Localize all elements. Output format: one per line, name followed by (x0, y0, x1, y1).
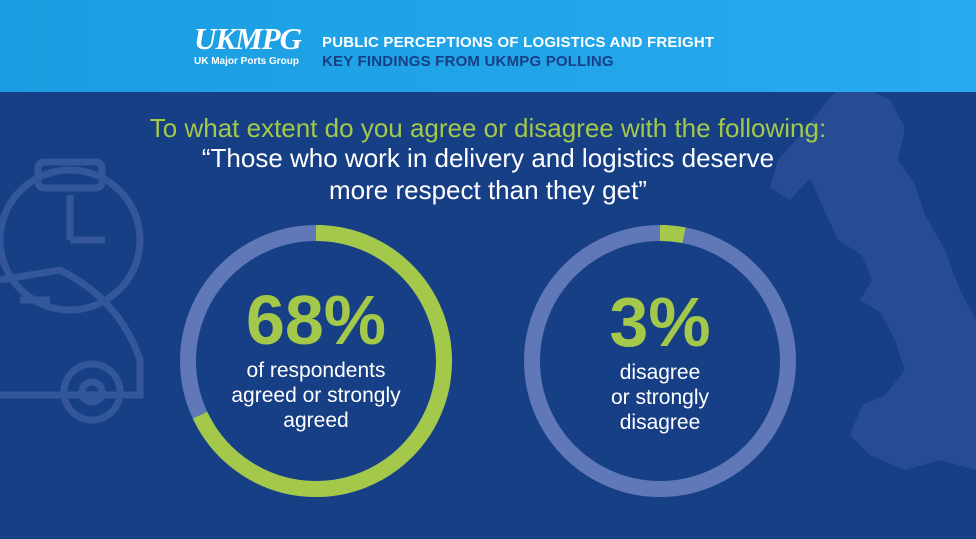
agree-stat: 68% of respondents agreed or strongly ag… (174, 282, 458, 433)
stat-label-line: or strongly (610, 386, 710, 409)
disagree-stat: 3% disagree or strongly disagree (518, 284, 802, 435)
stat-label-line: agreed or strongly (231, 384, 401, 407)
logo-caption: UK Major Ports Group (194, 56, 300, 67)
stat-label-line: disagree (619, 411, 701, 434)
ring-progress-arc (524, 225, 796, 497)
survey-statement: “Those who work in delivery and logistic… (0, 142, 976, 206)
statement-line-1: “Those who work in delivery and logistic… (201, 143, 775, 173)
header-title: PUBLIC PERCEPTIONS OF LOGISTICS AND FREI… (322, 34, 715, 51)
survey-question: To what extent do you agree or disagree … (149, 113, 827, 143)
header-banner: UKMPG UK Major Ports Group PUBLIC PERCEP… (0, 0, 976, 92)
stat-label-line: disagree (619, 361, 701, 384)
ukmpg-logo: UKMPG UK Major Ports Group (194, 21, 302, 68)
stat-label-line: agreed (283, 409, 349, 432)
statement-line-2: more respect than they get” (329, 175, 647, 205)
disagree-donut-ring (524, 225, 796, 497)
header-subtitle: KEY FINDINGS FROM UKMPG POLLING (322, 53, 614, 70)
logo-wordmark: UKMPG (194, 21, 302, 56)
stat-label-line: of respondents (246, 359, 386, 382)
stat-value: 3% (609, 283, 711, 361)
stat-label: of respondents agreed or strongly agreed (174, 358, 458, 433)
ring-progress-arc (180, 225, 452, 497)
agree-donut-ring (180, 225, 452, 497)
stat-value: 68% (245, 281, 387, 359)
stat-label: disagree or strongly disagree (518, 360, 802, 435)
delivery-van-icon (0, 266, 144, 424)
